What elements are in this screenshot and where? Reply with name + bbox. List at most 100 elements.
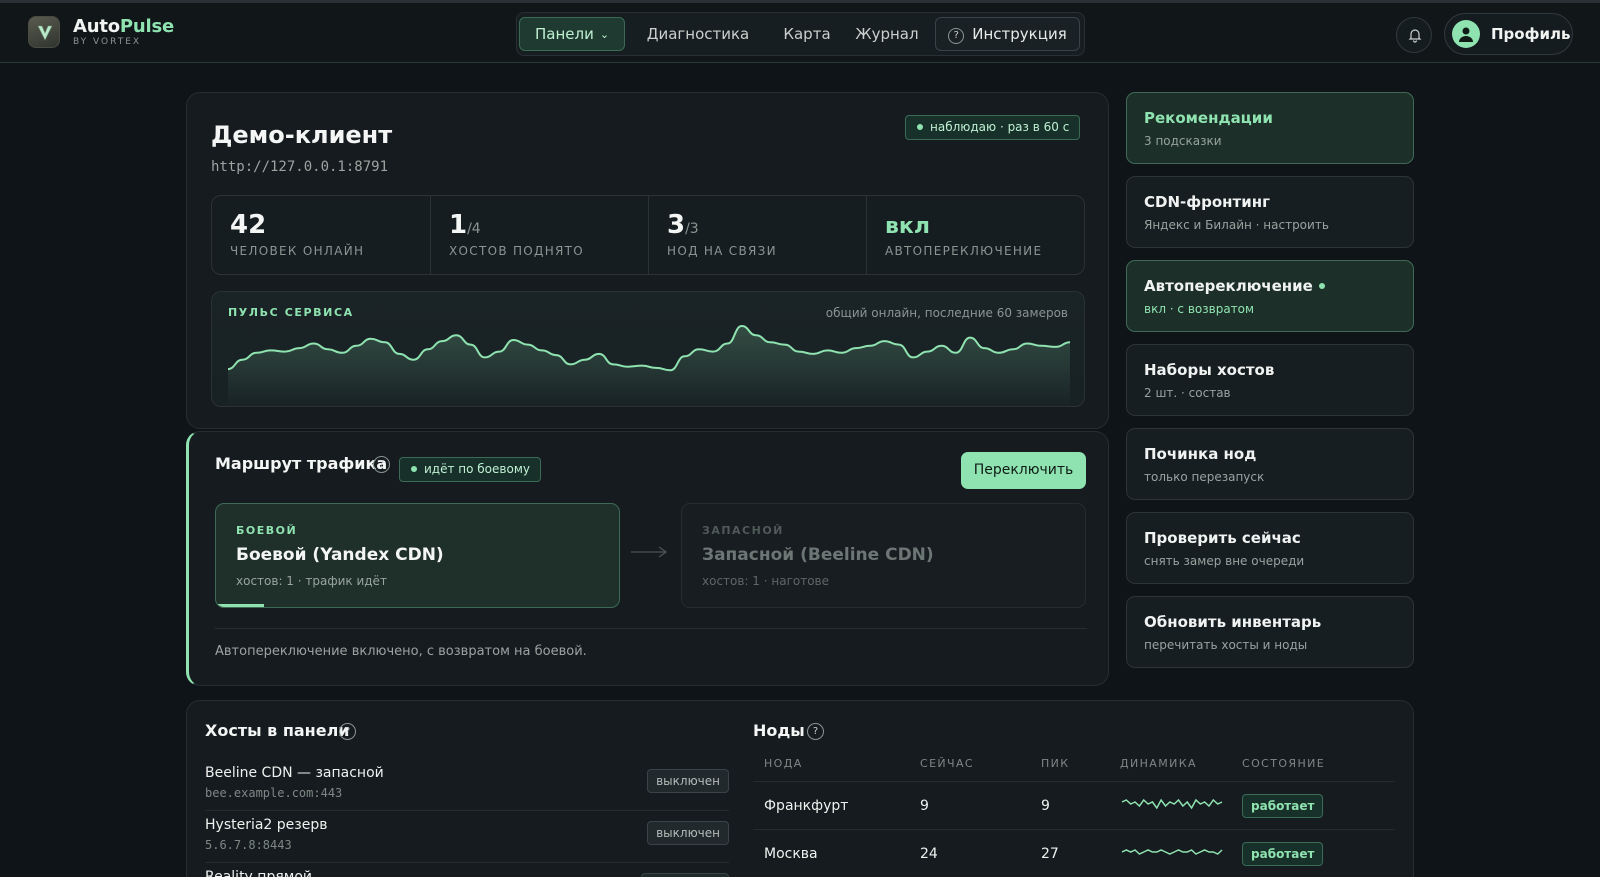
node-row[interactable]: Москва 24 27 работает: [753, 829, 1395, 877]
node-now: 9: [920, 798, 929, 814]
nodes-help-button[interactable]: ?: [807, 723, 824, 740]
node-now: 24: [920, 846, 938, 862]
host-state-badge[interactable]: [641, 873, 729, 877]
host-name: Reality прямой: [205, 869, 312, 877]
help-icon: ?: [948, 28, 965, 44]
route-help-button[interactable]: ?: [373, 456, 390, 473]
node-row[interactable]: Франкфурт 9 9 работает: [753, 781, 1395, 829]
brand-subtitle: BY VORTEX: [73, 37, 142, 47]
stat-label: ХОСТОВ ПОДНЯТО: [449, 244, 585, 258]
v-heart-logo-icon[interactable]: [28, 16, 60, 48]
traffic-route-card: Маршрут трафика ? идёт по боевому Перекл…: [186, 431, 1109, 686]
lane-meta: хостов: 1 · наготове: [702, 574, 830, 588]
side-subtitle: снять замер вне очереди: [1144, 554, 1305, 568]
node-peak: 27: [1041, 846, 1059, 862]
top-bar: AutoPulse BY VORTEX Панели ⌄ Диагностика …: [0, 3, 1600, 63]
host-state-badge[interactable]: выключен: [647, 821, 729, 845]
side-title: Починка нод: [1144, 445, 1257, 463]
side-refresh-inventory[interactable]: Обновить инвентарь перечитать хосты и но…: [1126, 596, 1414, 668]
host-name: Beeline CDN — запасной: [205, 765, 384, 781]
side-subtitle: Яндекс и Билайн · настроить: [1144, 218, 1329, 232]
node-peak: 9: [1041, 798, 1050, 814]
route-title: Маршрут трафика: [215, 454, 388, 473]
notifications-button[interactable]: [1396, 17, 1432, 53]
hosts-nodes-card: Хосты в панели ? Beeline CDN — запасной …: [186, 700, 1414, 877]
client-title: Демо-клиент: [211, 121, 393, 149]
column-header-node[interactable]: НОДА: [764, 757, 803, 770]
lane-meta: хостов: 1 · трафик идёт: [236, 574, 387, 588]
lane-name: Запасной (Beeline CDN): [702, 545, 934, 565]
status-dot: [1318, 283, 1325, 289]
host-row[interactable]: Reality прямой: [205, 863, 729, 877]
nav-map[interactable]: Карта: [783, 25, 831, 43]
main-nav: Панели ⌄ Диагностика Карта Журнал ? Инстру…: [516, 12, 1085, 56]
profile-button[interactable]: Профиль: [1444, 13, 1573, 55]
user-icon: [1459, 27, 1473, 42]
route-status-badge: идёт по боевому: [399, 457, 541, 482]
side-title: Обновить инвентарь: [1144, 613, 1322, 631]
stat-value: вкл: [885, 214, 930, 239]
stat-label: НОД НА СВЯЗИ: [667, 244, 777, 258]
window-top-edge: [0, 0, 1600, 3]
side-recommendations[interactable]: Рекомендации 3 подсказки: [1126, 92, 1414, 164]
monitoring-badge: наблюдаю · раз в 60 с: [905, 115, 1081, 140]
node-name: Франкфурт: [764, 798, 849, 814]
switch-route-button[interactable]: Переключить: [961, 452, 1086, 489]
lane-tag: БОЕВОЙ: [236, 524, 298, 537]
service-pulse-chart: ПУЛЬС СЕРВИСА общий онлайн, последние 60…: [211, 291, 1085, 407]
nav-journal[interactable]: Журнал: [855, 25, 919, 43]
pulse-title: ПУЛЬС СЕРВИСА: [228, 306, 354, 319]
side-node-repair[interactable]: Починка нод только перезапуск: [1126, 428, 1414, 500]
client-card: Демо-клиент http://127.0.0.1:8791 наблюд…: [186, 92, 1109, 429]
side-title: Рекомендации: [1144, 109, 1273, 127]
nodes-title: Ноды: [753, 721, 805, 740]
host-address: bee.example.com:443: [205, 786, 343, 800]
host-address: 5.6.7.8:8443: [205, 838, 292, 852]
profile-label: Профиль: [1491, 25, 1571, 43]
stat-label: АВТОПЕРЕКЛЮЧЕНИЕ: [885, 244, 1043, 258]
side-title: Наборы хостов: [1144, 361, 1275, 379]
status-dot: [917, 124, 923, 130]
side-subtitle: 2 шт. · состав: [1144, 386, 1231, 400]
hosts-help-button[interactable]: ?: [339, 723, 356, 740]
stat-label: ЧЕЛОВЕК ОНЛАЙН: [230, 244, 365, 258]
route-spare-lane[interactable]: ЗАПАСНОЙ Запасной (Beeline CDN) хостов: …: [681, 503, 1086, 608]
host-name: Hysteria2 резерв: [205, 817, 328, 833]
nav-panels[interactable]: Панели ⌄: [519, 17, 625, 51]
help-icon: ?: [373, 456, 390, 473]
nav-diagnostics[interactable]: Диагностика: [646, 25, 750, 43]
pulse-line: [227, 325, 1071, 372]
host-row[interactable]: Beeline CDN — запасной bee.example.com:4…: [205, 759, 729, 811]
stat-value: 3/3: [667, 210, 699, 240]
help-icon: ?: [807, 723, 824, 740]
column-header-trend[interactable]: ДИНАМИКА: [1120, 757, 1197, 770]
side-check-now[interactable]: Проверить сейчас снять замер вне очереди: [1126, 512, 1414, 584]
help-icon: ?: [339, 723, 356, 740]
divider: [215, 628, 1087, 629]
side-cdn-fronting[interactable]: CDN-фронтинг Яндекс и Билайн · настроить: [1126, 176, 1414, 248]
stat-nodes-online: 3/3 НОД НА СВЯЗИ: [648, 196, 866, 274]
column-header-peak[interactable]: ПИК: [1041, 757, 1070, 770]
column-header-state[interactable]: СОСТОЯНИЕ: [1242, 757, 1326, 770]
route-main-lane[interactable]: БОЕВОЙ Боевой (Yandex CDN) хостов: 1 · т…: [215, 503, 620, 608]
pulse-area: [228, 326, 1070, 406]
node-trend-sparkline: [1121, 849, 1223, 855]
stat-online: 42 ЧЕЛОВЕК ОНЛАЙН: [212, 196, 430, 274]
brand: AutoPulse BY VORTEX: [73, 17, 174, 48]
side-subtitle: перечитать хосты и ноды: [1144, 638, 1308, 652]
host-row[interactable]: Hysteria2 резерв 5.6.7.8:8443 выключен: [205, 811, 729, 863]
node-state-badge: работает: [1242, 794, 1324, 818]
lane-progress-bar: [216, 604, 265, 607]
host-state-badge[interactable]: выключен: [647, 769, 729, 793]
status-dot: [411, 466, 417, 472]
lane-name: Боевой (Yandex CDN): [236, 545, 444, 565]
stat-value: 42: [230, 210, 267, 240]
side-host-sets[interactable]: Наборы хостов 2 шт. · состав: [1126, 344, 1414, 416]
column-header-now[interactable]: СЕЙЧАС: [920, 757, 975, 770]
side-subtitle: вкл · с возвратом: [1144, 302, 1255, 316]
pulse-sparkline: [227, 325, 1071, 406]
side-subtitle: только перезапуск: [1144, 470, 1265, 484]
node-name: Москва: [764, 846, 818, 862]
side-autoswitch[interactable]: Автопереключение вкл · с возвратом: [1126, 260, 1414, 332]
nav-instructions[interactable]: ? Инструкция: [935, 17, 1080, 51]
